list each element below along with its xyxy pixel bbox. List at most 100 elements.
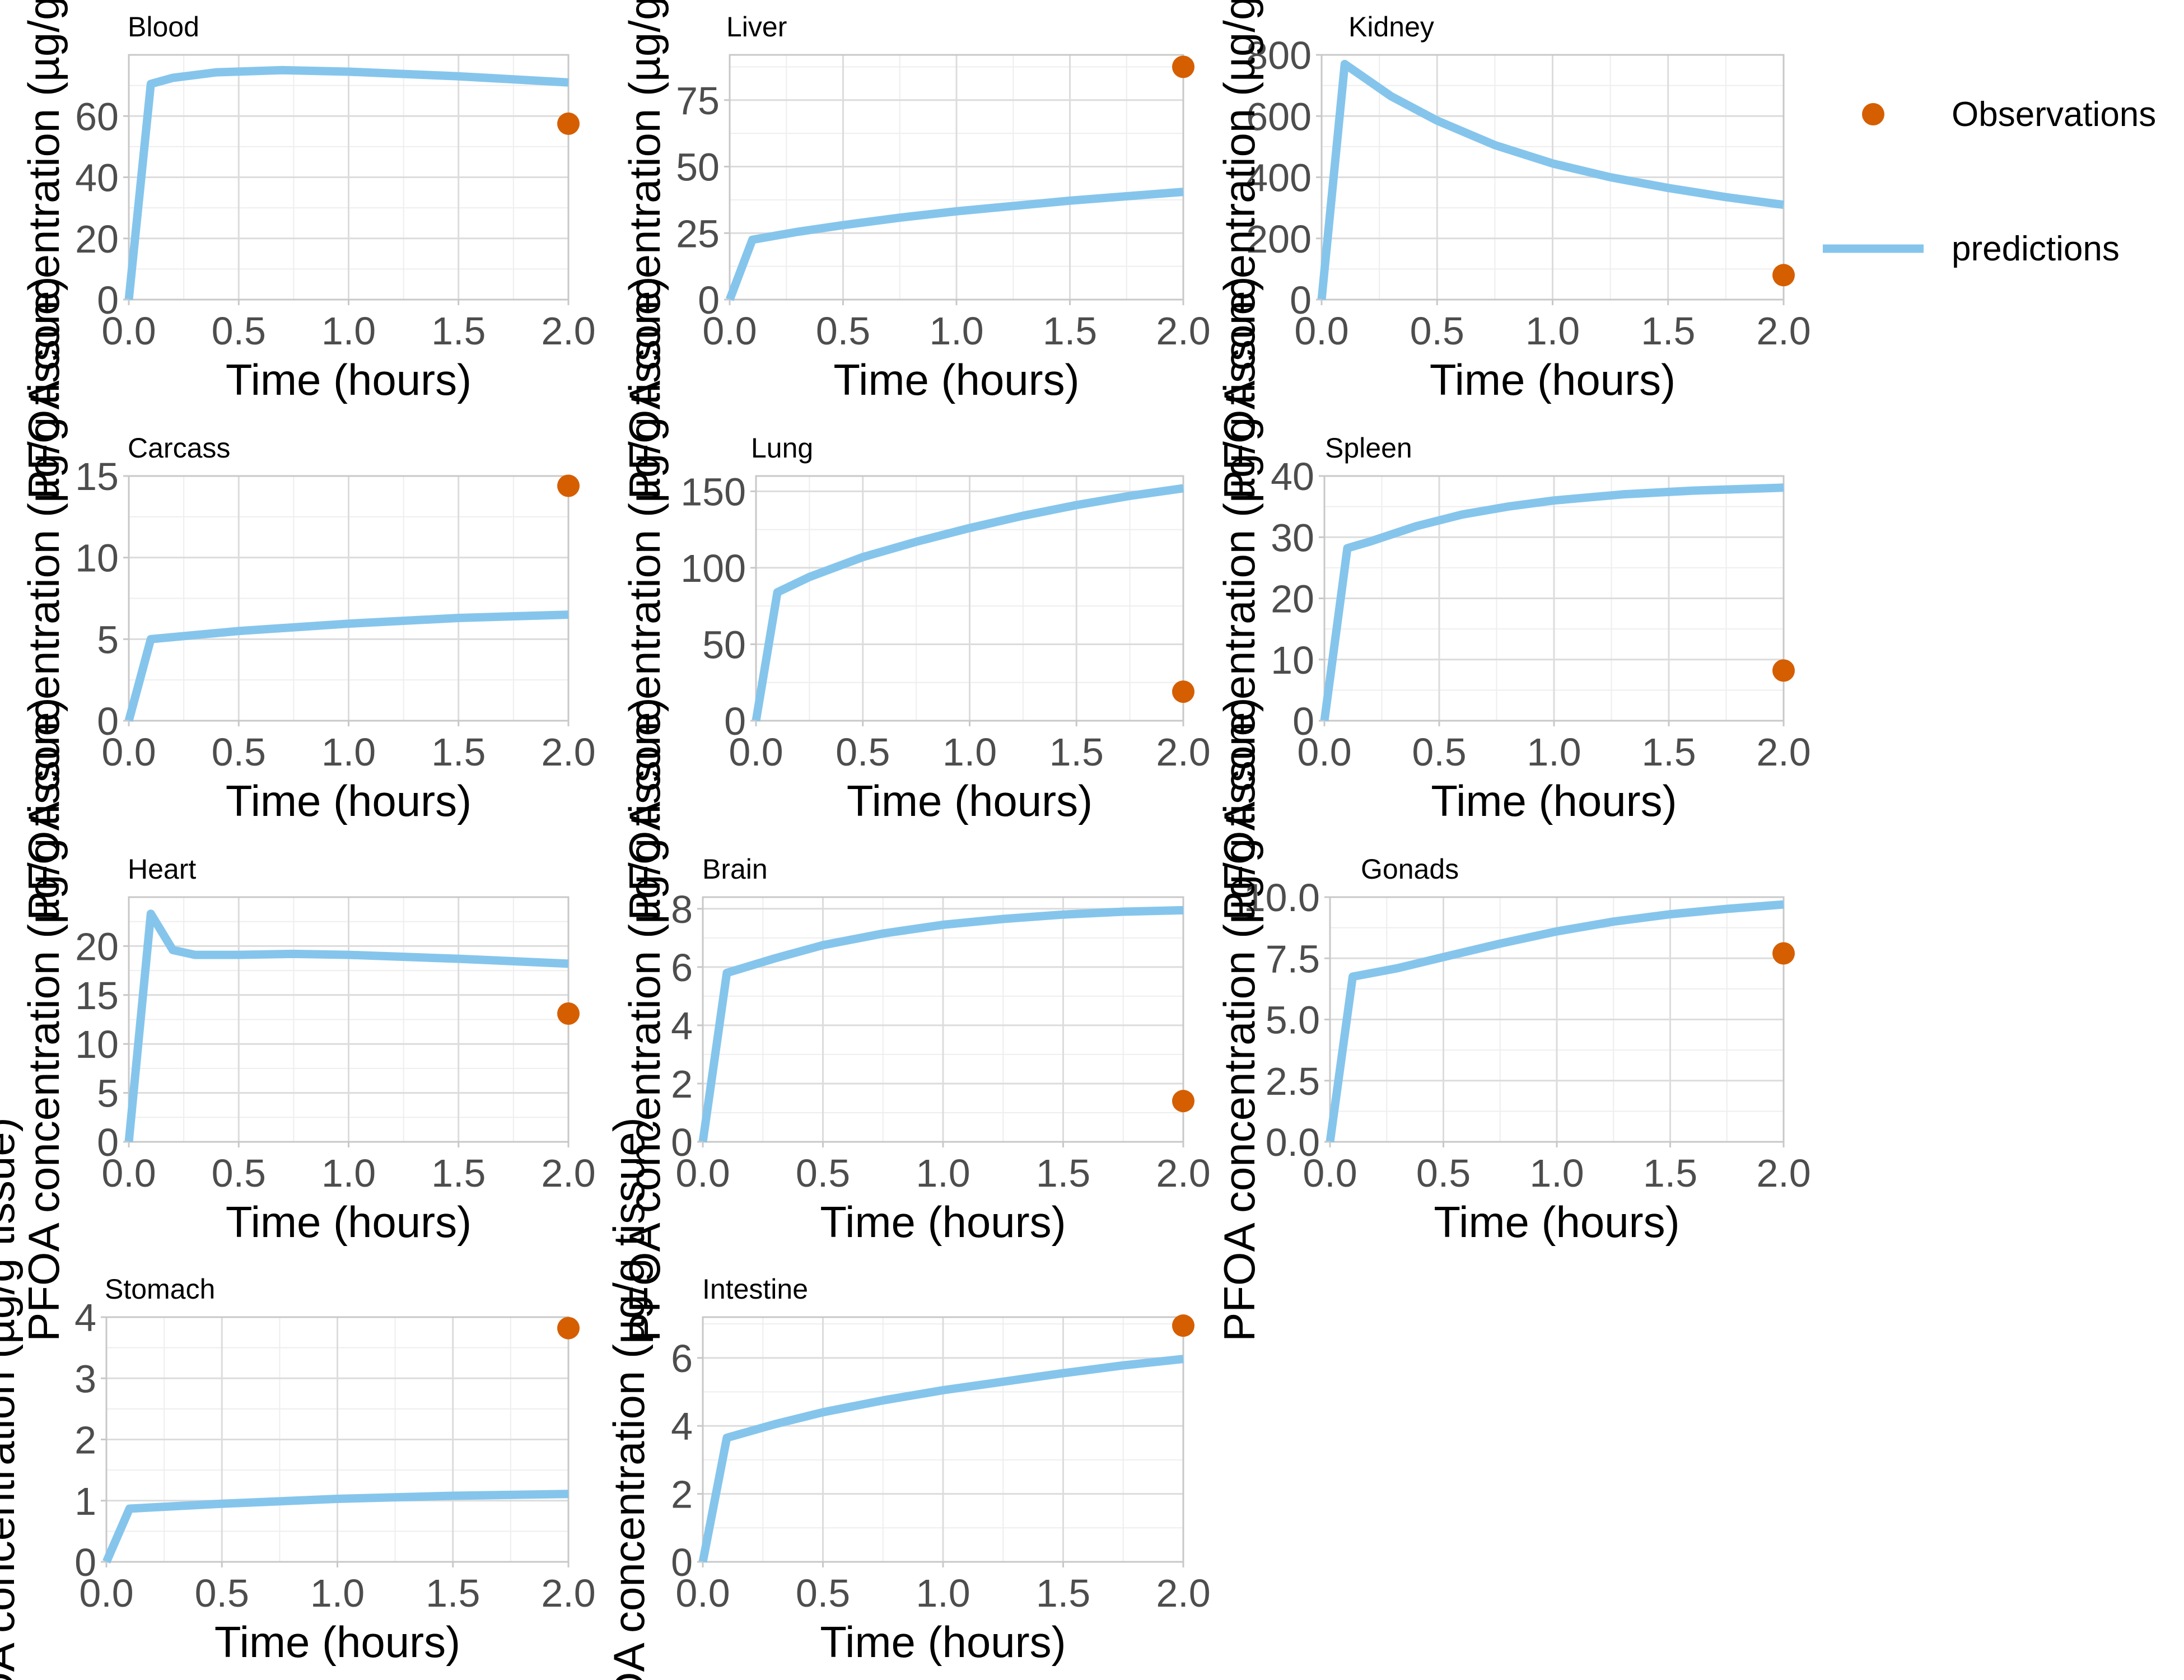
x-tick-label: 0.5 xyxy=(212,730,266,774)
y-tick-label: 60 xyxy=(75,95,119,138)
y-tick-label: 10 xyxy=(1271,638,1314,682)
x-tick-label: 1.5 xyxy=(1643,1151,1697,1195)
y-tick-label: 50 xyxy=(702,623,746,666)
x-tick-label: 0.5 xyxy=(796,1571,850,1615)
x-tick-label: 1.0 xyxy=(321,309,376,353)
observation-point xyxy=(557,1317,580,1340)
prediction-line xyxy=(1326,900,1784,1143)
panel-liver: 0.0 0.5 1.0 1.5 2.0 0 25 50 75 Liver Time (hours) P… xyxy=(620,0,1211,500)
prediction-line xyxy=(698,906,1184,1143)
panel-carcass: 0.0 0.5 1.0 1.5 2.0 0 5 10 15 Carcass Time (hours)… xyxy=(19,276,596,920)
y-tick-label: 0 xyxy=(1290,278,1312,322)
observation-point xyxy=(1772,659,1795,682)
y-tick-label: 200 xyxy=(1246,217,1312,261)
x-axis-title: Time (hours) xyxy=(226,355,472,404)
x-tick-label: 1.0 xyxy=(916,1151,970,1195)
x-tick-label: 1.5 xyxy=(1049,730,1104,774)
observation-point xyxy=(1772,264,1795,287)
x-axis-title: Time (hours) xyxy=(1431,776,1677,825)
x-tick-label: 1.0 xyxy=(942,730,997,774)
x-axis-title: Time (hours) xyxy=(214,1617,460,1667)
observation-point xyxy=(1172,680,1194,703)
x-tick-label: 0.5 xyxy=(212,309,266,353)
x-tick-label: 2.0 xyxy=(541,309,595,353)
x-tick-label: 1.5 xyxy=(1641,309,1695,353)
y-tick-label: 10.0 xyxy=(1244,876,1320,920)
x-tick-label: 2.0 xyxy=(541,1571,595,1615)
x-axis-title: Time (hours) xyxy=(1434,1197,1679,1247)
legend: Observations predictions xyxy=(1823,95,2156,268)
y-tick-label: 20 xyxy=(75,217,119,261)
y-tick-label: 6 xyxy=(671,1337,693,1380)
y-tick-label: 50 xyxy=(676,146,720,189)
x-tick-label: 2.0 xyxy=(1156,1151,1210,1195)
panel-title: Heart xyxy=(128,853,196,885)
prediction-line xyxy=(124,66,569,300)
panel-blood: 0.0 0.5 1.0 1.5 2.0 0 20 40 60 Blood Time (hours) P… xyxy=(19,0,596,500)
y-axis-title: PFOA concentration (µg/g tissue) xyxy=(19,0,68,500)
y-tick-label: 2 xyxy=(74,1418,96,1462)
x-axis-title: Time (hours) xyxy=(226,1197,472,1247)
y-tick-label: 2.5 xyxy=(1266,1060,1320,1103)
legend-observations-label: Observations xyxy=(1952,95,2156,134)
y-tick-label: 25 xyxy=(676,212,720,255)
x-tick-label: 2.0 xyxy=(1156,309,1210,353)
x-tick-label: 0.5 xyxy=(836,730,890,774)
y-axis-title: PFOA concentration (µg/g tissue) xyxy=(0,1117,24,1680)
prediction-line xyxy=(1317,59,1784,300)
panel-spleen: 0.0 0.5 1.0 1.5 2.0 0 10 20 30 40 Spleen Time (hour… xyxy=(1215,276,1811,920)
y-tick-label: 5 xyxy=(97,618,119,661)
y-axis-title: PFOA concentration (µg/g tissue) xyxy=(604,1117,654,1680)
x-tick-label: 1.0 xyxy=(321,730,376,774)
x-tick-label: 1.0 xyxy=(1527,730,1581,774)
x-tick-label: 1.0 xyxy=(321,1151,376,1195)
panel-title: Stomach xyxy=(105,1273,215,1305)
y-tick-label: 0 xyxy=(1292,699,1314,743)
x-tick-label: 0.0 xyxy=(101,309,156,353)
x-tick-label: 2.0 xyxy=(1756,1151,1810,1195)
y-tick-label: 1 xyxy=(74,1480,96,1523)
observation-point xyxy=(557,112,580,135)
x-axis-title: Time (hours) xyxy=(820,1617,1066,1667)
observation-point xyxy=(1172,1090,1194,1113)
x-axis-title: Time (hours) xyxy=(1430,355,1676,404)
y-tick-label: 0 xyxy=(698,278,720,322)
x-tick-label: 2.0 xyxy=(1156,730,1210,774)
x-tick-label: 1.5 xyxy=(1641,730,1696,774)
panel-title: Kidney xyxy=(1348,11,1434,43)
panel-title: Liver xyxy=(726,11,787,43)
y-tick-label: 2 xyxy=(671,1062,693,1106)
y-tick-label: 40 xyxy=(75,156,119,200)
x-tick-label: 1.0 xyxy=(929,309,983,353)
panel-gonads: 0.0 0.5 1.0 1.5 2.0 0.0 2.5 5.0 7.5 10.0 Gonads Tim… xyxy=(1215,697,1811,1341)
x-tick-label: 0.0 xyxy=(101,730,156,774)
y-axis-title: PFOA concentration (µg/g tissue) xyxy=(620,0,669,500)
x-tick-label: 1.0 xyxy=(916,1571,970,1615)
x-tick-label: 0.0 xyxy=(101,1151,156,1195)
prediction-line xyxy=(124,610,569,722)
y-tick-label: 100 xyxy=(680,547,746,590)
x-axis-title: Time (hours) xyxy=(833,355,1079,404)
y-tick-label: 3 xyxy=(74,1357,96,1401)
prediction-line xyxy=(1320,483,1784,721)
x-tick-label: 1.5 xyxy=(431,730,486,774)
x-tick-label: 1.0 xyxy=(1529,1151,1584,1195)
x-tick-label: 0.0 xyxy=(1303,1151,1357,1195)
x-tick-label: 1.5 xyxy=(431,309,486,353)
x-tick-label: 0.0 xyxy=(702,309,757,353)
panel-heart: 0.0 0.5 1.0 1.5 2.0 0 5 10 15 20 Heart Time (hours)… xyxy=(19,697,596,1341)
panel-brain: 0.0 0.5 1.0 1.5 2.0 0 2 4 6 8 Brain Time (hours) PFO… xyxy=(620,697,1211,1341)
observation-point xyxy=(557,474,580,497)
y-tick-label: 0 xyxy=(724,699,746,743)
x-tick-label: 0.0 xyxy=(729,730,783,774)
y-tick-label: 0.0 xyxy=(1266,1121,1320,1164)
y-tick-label: 30 xyxy=(1271,516,1314,559)
prediction-line xyxy=(725,188,1184,301)
y-tick-label: 0 xyxy=(74,1541,96,1584)
y-axis-title: PFOA concentration (µg/g tissue) xyxy=(620,697,669,1341)
panel-title: Lung xyxy=(751,432,813,464)
x-tick-label: 0.5 xyxy=(1416,1151,1471,1195)
y-axis-title: PFOA concentration (µg/g tissue) xyxy=(1215,697,1264,1341)
y-tick-label: 800 xyxy=(1246,34,1312,77)
